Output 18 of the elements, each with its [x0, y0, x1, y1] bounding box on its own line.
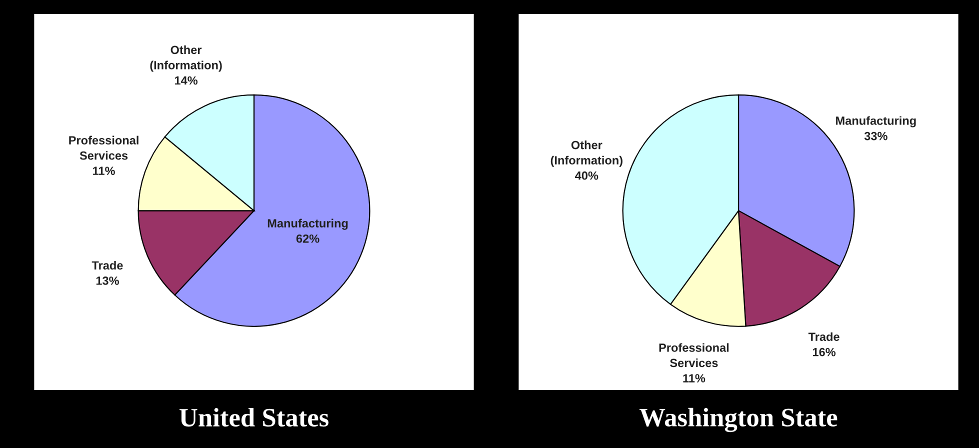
data-label: 13%: [96, 276, 119, 285]
slice-label: Professional Services: [659, 343, 729, 368]
slice-label: Trade: [808, 332, 840, 342]
slice-label: Manufacturing: [836, 116, 916, 128]
data-label: 11%: [93, 166, 115, 176]
data-label: 33%: [864, 132, 888, 140]
text: Washington State: [640, 408, 838, 432]
data-label: 40%: [575, 171, 598, 180]
data-label: 14%: [174, 76, 198, 85]
data-label: 62%: [296, 234, 320, 243]
data-label: 11%: [683, 374, 706, 382]
slice-label: Other (Information): [550, 140, 622, 167]
text: United States: [180, 408, 328, 427]
slice-label: Professional Services: [69, 136, 138, 160]
slice-label: Manufacturing: [268, 218, 348, 230]
data-label: 16%: [812, 348, 836, 356]
slice-label: Other (Information): [150, 45, 222, 72]
slice-label: Trade: [92, 260, 123, 270]
